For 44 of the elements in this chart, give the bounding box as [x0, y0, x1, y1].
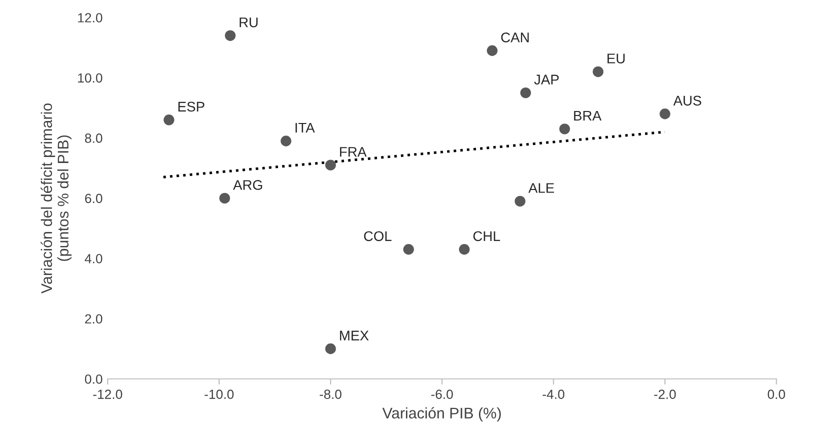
x-axis-title: Variación PIB (%) [382, 407, 501, 422]
point [164, 114, 174, 126]
y-tick-label: 6.0 [85, 194, 102, 204]
annotation: JAP [534, 74, 559, 84]
x-tick-label: -10.0 [204, 390, 234, 399]
annotation: MEX [340, 330, 369, 340]
x-tick-label: 0.0 [768, 390, 786, 399]
annotation: COL [364, 231, 392, 242]
point [520, 87, 531, 98]
point [660, 108, 670, 120]
point [219, 192, 230, 204]
point [280, 136, 292, 146]
y-tick-label: 4.0 [84, 254, 102, 264]
y-tick-label: 10.0 [78, 73, 102, 83]
y-tick-label: 8.0 [85, 134, 102, 143]
y-tick-label: 12.0 [78, 13, 102, 22]
point [458, 244, 470, 255]
annotation: FRA [340, 147, 367, 157]
point [325, 343, 336, 354]
point [224, 30, 236, 41]
x-tick-label: -12.0 [93, 390, 122, 399]
annotation: ARG [233, 180, 262, 190]
annotation: EU [608, 54, 625, 64]
annotation: ESP [178, 102, 204, 112]
x-tick-label: -6.0 [431, 390, 453, 399]
point [403, 244, 414, 255]
annotation: CAN [501, 32, 529, 42]
point [486, 45, 498, 56]
annotation: CHL [473, 231, 500, 242]
y-axis-title: Variación del déficit primario (puntos % del PIB) [40, 103, 72, 294]
y-tick-label: 2.0 [85, 314, 102, 324]
annotation: ITA [296, 122, 315, 133]
point [325, 160, 336, 170]
x-tick-label: -8.0 [320, 390, 342, 399]
x-tick-label: -2.0 [654, 390, 676, 399]
y-tick-label: 0.0 [84, 374, 102, 384]
point [559, 124, 570, 134]
annotation: ALE [528, 183, 554, 193]
point [592, 66, 604, 78]
point [514, 196, 526, 207]
annotation: AUS [673, 96, 702, 106]
x-tick-label: -4.0 [542, 390, 564, 399]
annotation: RU [240, 18, 258, 28]
annotation: BRA [574, 110, 602, 120]
